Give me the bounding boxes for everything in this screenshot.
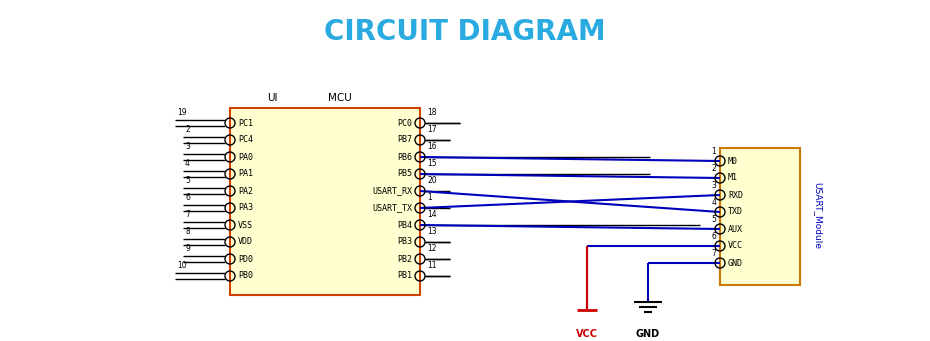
Text: 3: 3 xyxy=(711,181,716,190)
Text: USART_TX: USART_TX xyxy=(372,204,412,212)
Text: 8: 8 xyxy=(185,227,190,236)
Text: 10: 10 xyxy=(177,261,187,270)
Text: VCC: VCC xyxy=(728,241,743,251)
Text: RXD: RXD xyxy=(728,191,743,199)
Text: GND: GND xyxy=(728,258,743,267)
Text: 14: 14 xyxy=(427,210,436,219)
Text: MCU: MCU xyxy=(328,93,352,103)
Text: 4: 4 xyxy=(711,198,716,207)
Text: VDD: VDD xyxy=(238,237,253,247)
Text: USART_Module: USART_Module xyxy=(814,182,822,250)
Text: M1: M1 xyxy=(728,174,738,182)
Text: 5: 5 xyxy=(185,176,190,185)
Text: PB3: PB3 xyxy=(397,237,412,247)
Text: PB4: PB4 xyxy=(397,221,412,229)
Bar xyxy=(720,148,800,285)
Text: PA1: PA1 xyxy=(238,169,253,178)
Text: 13: 13 xyxy=(427,227,436,236)
Text: 11: 11 xyxy=(427,261,436,270)
Text: VCC: VCC xyxy=(576,329,598,339)
Text: 15: 15 xyxy=(427,159,436,168)
Text: GND: GND xyxy=(636,329,660,339)
Text: 20: 20 xyxy=(427,176,436,185)
Text: 19: 19 xyxy=(177,108,187,117)
Text: UI: UI xyxy=(267,93,277,103)
Text: PB0: PB0 xyxy=(238,271,253,281)
Text: 6: 6 xyxy=(185,193,190,202)
Text: 4: 4 xyxy=(185,159,190,168)
Text: PA3: PA3 xyxy=(238,204,253,212)
Text: PC4: PC4 xyxy=(238,135,253,145)
Text: TXD: TXD xyxy=(728,208,743,217)
Text: 6: 6 xyxy=(711,232,716,241)
Text: 18: 18 xyxy=(427,108,436,117)
Text: AUX: AUX xyxy=(728,224,743,234)
Text: PB6: PB6 xyxy=(397,152,412,162)
Text: 16: 16 xyxy=(427,142,436,151)
Text: 3: 3 xyxy=(185,142,190,151)
Text: M0: M0 xyxy=(728,157,738,165)
Text: 17: 17 xyxy=(427,125,436,134)
Text: USART_RX: USART_RX xyxy=(372,187,412,195)
Text: 12: 12 xyxy=(427,244,436,253)
Text: PB7: PB7 xyxy=(397,135,412,145)
Text: 1: 1 xyxy=(427,193,432,202)
Text: VSS: VSS xyxy=(238,221,253,229)
Text: CIRCUIT DIAGRAM: CIRCUIT DIAGRAM xyxy=(325,18,605,46)
Text: PC1: PC1 xyxy=(238,119,253,128)
Text: PB2: PB2 xyxy=(397,254,412,264)
Text: 1: 1 xyxy=(711,147,716,156)
Text: 9: 9 xyxy=(185,244,190,253)
Bar xyxy=(230,108,420,295)
Text: 2: 2 xyxy=(185,125,190,134)
Text: 5: 5 xyxy=(711,215,716,224)
Text: 7: 7 xyxy=(185,210,190,219)
Text: PD0: PD0 xyxy=(238,254,253,264)
Text: PB5: PB5 xyxy=(397,169,412,178)
Text: 7: 7 xyxy=(711,249,716,258)
Text: PA2: PA2 xyxy=(238,187,253,195)
Text: PA0: PA0 xyxy=(238,152,253,162)
Text: PC0: PC0 xyxy=(397,119,412,128)
Text: PB1: PB1 xyxy=(397,271,412,281)
Text: 2: 2 xyxy=(711,164,716,173)
